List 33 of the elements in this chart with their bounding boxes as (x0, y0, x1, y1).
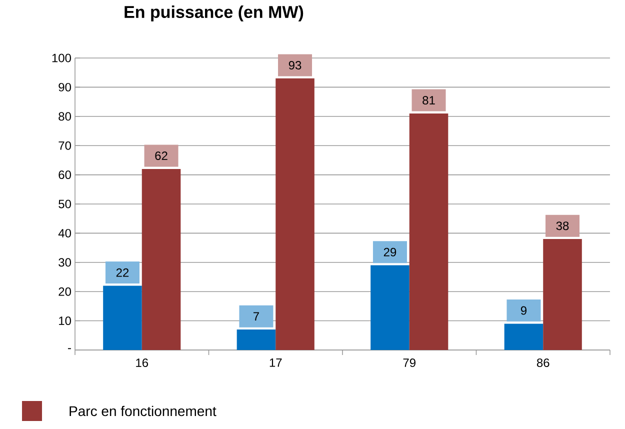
y-tick-label: 90 (58, 82, 72, 92)
bar (276, 78, 314, 350)
data-label: 38 (556, 222, 569, 230)
x-tick-label: 16 (136, 358, 148, 368)
chart-title: En puissance (en MW) (124, 6, 304, 22)
y-tick-label: 20 (58, 287, 72, 296)
y-tick-label: 60 (58, 170, 72, 180)
y-tick-label: 40 (58, 228, 72, 238)
y-tick-label: 70 (58, 141, 72, 150)
x-tick-label: 17 (270, 358, 282, 367)
y-tick-label: 30 (58, 258, 72, 267)
data-label: 22 (116, 268, 129, 277)
bar (409, 113, 448, 350)
bar (504, 324, 544, 350)
bar (236, 330, 276, 350)
data-label: 93 (288, 60, 302, 70)
data-label: 81 (422, 96, 435, 105)
bar (142, 168, 181, 350)
x-tick-label: 86 (536, 358, 550, 368)
data-label: 7 (254, 312, 259, 320)
data-label: 29 (384, 248, 396, 256)
y-tick-label: 100 (52, 54, 72, 62)
y-tick-label: 50 (58, 200, 72, 208)
legend-label: Parc en fonctionnement (70, 406, 216, 416)
data-label: 62 (155, 152, 168, 160)
x-tick-label: 79 (403, 358, 416, 368)
bar (370, 265, 410, 350)
bar (543, 239, 582, 350)
y-tick-label: 80 (58, 112, 72, 121)
bar (103, 286, 142, 350)
y-tick-label: - (68, 348, 71, 350)
y-tick-label: 10 (59, 316, 72, 326)
data-label: 9 (520, 306, 526, 315)
